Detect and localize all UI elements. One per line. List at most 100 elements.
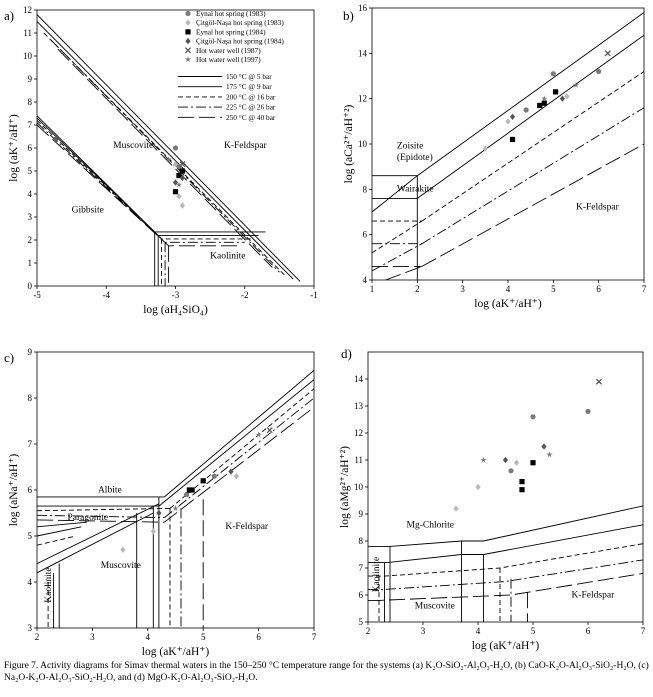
data-point (179, 174, 186, 182)
y-tick-label: 12 (23, 5, 32, 15)
data-point (255, 431, 262, 438)
data-point (480, 456, 487, 463)
y-tick-label: 11 (354, 455, 363, 465)
field-label: Muscovite (415, 602, 455, 612)
boundary-line (368, 572, 643, 601)
panel-label: c) (4, 350, 14, 365)
data-point (596, 68, 602, 75)
y-tick-label: 4 (363, 275, 368, 285)
data-point (509, 136, 516, 143)
y-tick-label: 6 (359, 590, 364, 600)
panel-label: a) (4, 8, 14, 23)
boundary-line (417, 34, 644, 199)
data-point (559, 95, 565, 102)
data-point (546, 451, 553, 458)
data-points (482, 50, 611, 152)
x-tick-label: 6 (586, 626, 591, 636)
data-point (604, 50, 611, 57)
x-tick-label: 4 (146, 632, 151, 642)
field-label: K-Feldspar (576, 203, 620, 213)
y-axis-label: log (aNa⁺/aH⁺) (8, 454, 20, 527)
y-tick-label: 3 (28, 212, 33, 222)
y-tick-label: 14 (358, 48, 368, 58)
x-tick-label: 3 (460, 284, 465, 294)
y-tick-label: 7 (28, 439, 33, 449)
y-tick-label: 9 (28, 347, 33, 357)
legend-sample-label: Eynal hot spring (1984) (196, 27, 266, 36)
y-tick-label: 7 (28, 120, 33, 130)
data-point (176, 173, 182, 179)
y-tick-label: 5 (359, 617, 364, 627)
field-label: K-Feldspar (572, 591, 616, 601)
field-label: K-Feldspar (225, 522, 269, 532)
boundary-line (164, 406, 314, 523)
field-label: Kaolinite (44, 567, 54, 602)
data-point (184, 47, 192, 54)
data-point (185, 37, 191, 45)
data-point (530, 460, 536, 466)
data-point (523, 107, 529, 113)
data-point (585, 408, 591, 414)
x-axis-label: log (aK⁺/aH⁺) (472, 640, 540, 652)
field-label: Paragonite (67, 513, 108, 523)
y-tick-label: 9 (359, 509, 364, 519)
y-tick-label: 3 (28, 623, 33, 633)
legend-sample-label: Çitgöl-Naşa hot spring (1984) (196, 37, 284, 46)
y-tick-label: 8 (28, 97, 33, 107)
data-point (179, 202, 186, 209)
x-tick-label: 2 (366, 626, 371, 636)
legend: Eynal hot spring (1983)Çitgöl-Naşa hot s… (178, 9, 284, 122)
x-tick-label: -4 (103, 290, 111, 300)
legend-line-label: 225 °C @ 26 bar (226, 103, 276, 112)
boundary-line (421, 107, 644, 245)
boundary-line (37, 507, 171, 512)
x-tick-label: 6 (596, 284, 601, 294)
field-label: Muscovite (101, 561, 141, 571)
data-point (172, 505, 179, 512)
y-tick-label: 5 (28, 531, 33, 541)
y-tick-label: 1 (28, 258, 33, 268)
data-point (211, 473, 217, 479)
boundary-line (37, 514, 165, 519)
data-point (553, 89, 559, 95)
data-point (172, 189, 179, 195)
boundary-line (421, 71, 644, 222)
data-point (550, 71, 556, 77)
figure-caption: Figure 7. Activity diagrams for Simav th… (4, 661, 649, 683)
x-tick-label: 6 (256, 632, 261, 642)
data-point (509, 113, 516, 120)
plot-frame (36, 351, 315, 629)
y-tick-label: 6 (28, 143, 33, 153)
data-point (172, 160, 179, 168)
x-tick-label: 5 (531, 626, 536, 636)
data-point (172, 145, 179, 151)
y-tick-label: 9 (28, 74, 33, 84)
x-tick-label: -2 (241, 290, 249, 300)
x-tick-label: 2 (35, 632, 40, 642)
data-point (541, 95, 548, 102)
boundary-line (37, 512, 154, 574)
data-point (176, 193, 182, 200)
legend-line-label: 150 °C @ 5 bar (226, 72, 272, 81)
field-label: Mg-Chlorite (407, 521, 455, 531)
boundary-line (37, 519, 165, 523)
data-point (519, 479, 525, 485)
x-axis-label: log (aH₄SiO₄) (143, 304, 208, 316)
data-point (184, 56, 192, 63)
boundary-line (372, 220, 423, 254)
boundary-line (37, 526, 82, 537)
boundary-line (164, 397, 314, 518)
data-point (185, 19, 191, 26)
stability-boundaries (372, 12, 644, 280)
field-label: (Epidote) (397, 152, 433, 163)
y-axis-label: log (aMg²⁺/aH⁺²) (339, 446, 351, 528)
data-point (266, 427, 273, 434)
data-point (541, 443, 547, 450)
y-tick-label: 10 (354, 482, 364, 492)
data-points (453, 378, 603, 512)
boundary-line (37, 521, 87, 528)
boundary-line (372, 243, 423, 272)
